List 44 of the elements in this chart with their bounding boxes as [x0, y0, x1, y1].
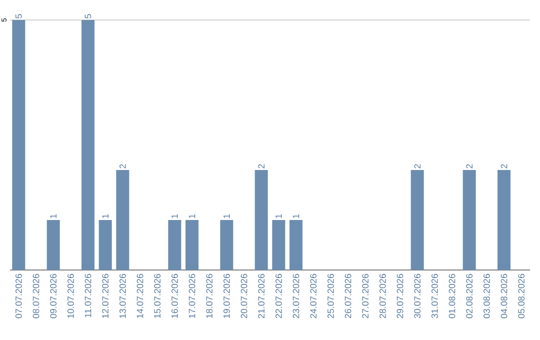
x-tick-label: 24.07.2026: [310, 274, 317, 318]
data-label: 1: [102, 214, 108, 218]
x-tick-label: 17.07.2026: [188, 274, 196, 318]
x-tick-label: 04.08.2026: [500, 274, 508, 318]
x-tick-label: 12.07.2026: [102, 274, 109, 318]
data-label: 2: [258, 164, 264, 168]
x-tick-label: 15.07.2026: [154, 274, 161, 318]
data-label: 1: [172, 214, 178, 218]
data-label: 2: [120, 164, 126, 168]
data-label: 1: [292, 214, 300, 218]
data-label: 1: [224, 214, 230, 218]
x-tick-label: 05.08.2026: [518, 274, 525, 318]
data-label: 2: [500, 164, 508, 168]
data-label: 1: [188, 214, 196, 218]
x-tick-label: 30.07.2026: [414, 274, 421, 318]
x-tick-label: 02.08.2026: [466, 274, 473, 318]
x-tick-label: 13.07.2026: [119, 274, 126, 318]
x-tick-label: 14.07.2026: [136, 274, 144, 318]
x-tick-label: 26.07.2026: [344, 274, 352, 318]
data-label: 5: [16, 14, 22, 18]
x-tick-label: 27.07.2026: [362, 274, 369, 318]
x-tick-label: 01.08.2026: [448, 274, 456, 318]
x-tick-label: 10.07.2026: [67, 274, 74, 318]
x-tick-label: 21.07.2026: [258, 274, 265, 318]
x-tick-label: 28.07.2026: [379, 274, 386, 318]
x-tick-label: 11.07.2026: [84, 274, 92, 318]
x-tick-label: 08.07.2026: [32, 274, 40, 318]
x-tick-label: 09.07.2026: [50, 274, 57, 318]
x-tick-label: 19.07.2026: [223, 274, 230, 318]
x-tick-label: 16.07.2026: [171, 274, 178, 318]
data-label: 1: [50, 214, 56, 218]
data-label: 2: [466, 164, 472, 168]
x-tick-label: 07.07.2026: [15, 274, 22, 318]
x-tick-label: 20.07.2026: [240, 274, 248, 318]
data-label: 1: [276, 214, 282, 218]
x-tick-label: 22.07.2026: [275, 274, 282, 318]
x-tick-label: 25.07.2026: [327, 274, 334, 318]
x-tick-label: 23.07.2026: [292, 274, 300, 318]
x-tick-label: 03.08.2026: [483, 274, 490, 318]
x-tick-label: 18.07.2026: [206, 274, 213, 318]
data-label: 2: [414, 164, 420, 168]
data-label: 5: [84, 14, 92, 18]
x-tick-label: 31.07.2026: [431, 274, 438, 318]
x-tick-label: 29.07.2026: [396, 274, 404, 318]
